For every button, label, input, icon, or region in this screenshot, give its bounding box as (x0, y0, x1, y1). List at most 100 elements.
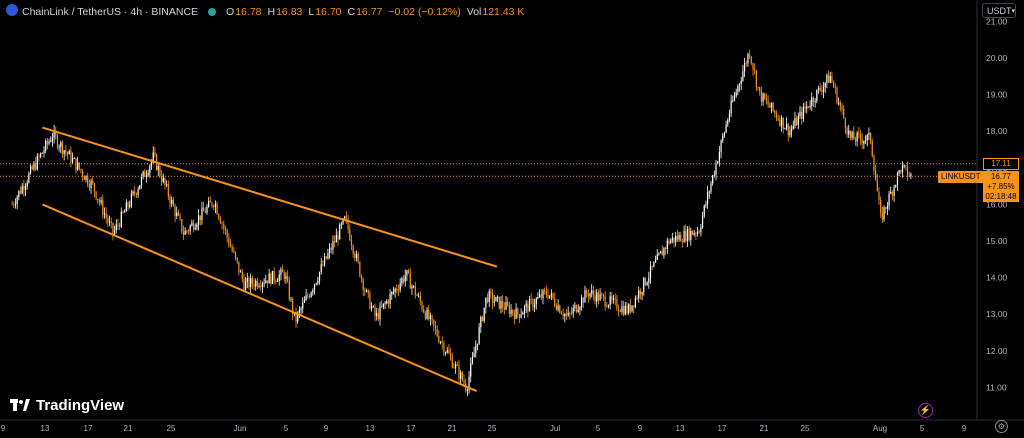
candle-body (152, 152, 154, 161)
candle-body (733, 95, 736, 101)
candle-body (263, 282, 265, 284)
candle-body (256, 280, 258, 287)
candle-body (374, 306, 376, 316)
settings-gear-icon[interactable]: ⚙ (995, 420, 1008, 433)
candle-body (831, 76, 833, 82)
candle-body (767, 100, 769, 106)
candle-body (287, 275, 289, 282)
time-tick-label: 9 (962, 424, 967, 433)
candle-body (107, 217, 109, 223)
candle-body (827, 74, 830, 83)
candle-body (673, 237, 675, 243)
candle-body (386, 300, 388, 304)
candle-body (60, 142, 62, 147)
candle-body (329, 247, 331, 254)
tradingview-logo[interactable]: TradingView (10, 397, 124, 414)
candle-body (604, 296, 606, 307)
candle-body (429, 315, 432, 320)
candle-body (182, 231, 185, 235)
candle-body (119, 225, 121, 228)
candle-body (344, 216, 346, 219)
candle-body (365, 289, 368, 292)
currency-label: USDT (987, 5, 1012, 16)
candle-body (559, 305, 561, 313)
candle-body (587, 293, 589, 297)
candle-body (690, 230, 692, 240)
candle-body (280, 269, 282, 275)
candle-body (270, 273, 272, 284)
candle-body (838, 102, 840, 104)
candle-body (258, 286, 260, 287)
candle-body (623, 306, 625, 315)
candle-body (77, 162, 79, 170)
candle-body (50, 141, 52, 143)
candle-body (713, 174, 715, 176)
candle-body (255, 280, 257, 287)
ohlc-key: L (308, 6, 315, 18)
candle-body (527, 303, 529, 312)
candle-body (203, 207, 205, 212)
candle-body (485, 297, 487, 308)
candle-body (82, 171, 84, 177)
candle-body (666, 240, 668, 250)
time-tick-label: 5 (596, 424, 601, 433)
candle-body (349, 229, 351, 241)
candle-body (574, 305, 576, 309)
candle-body (473, 353, 475, 358)
candle-body (772, 102, 774, 111)
candle-body (869, 132, 872, 142)
candle-body (46, 140, 48, 144)
candle-body (87, 175, 89, 185)
candle-body (402, 278, 405, 282)
candle-body (381, 306, 383, 307)
candle-body (113, 230, 116, 234)
candle-body (14, 204, 17, 205)
change-percent: +7.85% (987, 182, 1015, 191)
trendline[interactable] (42, 126, 498, 268)
candle-body (23, 186, 25, 190)
candle-body (572, 308, 574, 314)
candle-body (288, 281, 290, 300)
candle-body (791, 128, 793, 132)
candle-body (629, 304, 631, 312)
time-tick-label: 9 (324, 424, 329, 433)
trendline[interactable] (42, 203, 478, 392)
candle-body (486, 297, 489, 303)
candle-body (216, 203, 218, 215)
candle-body (661, 251, 663, 256)
candle-body (265, 280, 267, 283)
candle-body (905, 165, 907, 167)
candle-body (213, 206, 215, 208)
candle-body (552, 293, 554, 299)
candle-body (391, 292, 393, 295)
time-tick-label: 13 (41, 424, 50, 433)
candle-body (394, 288, 396, 293)
candle-body (906, 166, 909, 177)
candle-body (313, 284, 316, 291)
candle-body (802, 106, 804, 119)
candle-body (493, 301, 495, 303)
candle-body (550, 293, 552, 296)
candle-body (898, 170, 900, 173)
candle-body (848, 130, 850, 135)
candle-body (612, 298, 615, 300)
time-tick-label: 9 (638, 424, 643, 433)
candle-body (718, 151, 720, 162)
candle-body (460, 372, 462, 379)
currency-selector[interactable]: USDT ▾ (982, 3, 1016, 18)
candle-body (115, 224, 117, 231)
candle-body (668, 240, 670, 244)
symbol-title[interactable]: ChainLink / TetherUS · 4h · BINANCE (22, 6, 199, 18)
candle-body (302, 302, 304, 309)
symbol-logo-icon (6, 4, 18, 16)
candle-body (357, 254, 359, 262)
candle-body (144, 171, 146, 177)
lightning-icon[interactable]: ⚡ (918, 403, 933, 418)
candle-body (819, 87, 821, 91)
candle-body (597, 292, 600, 301)
candle-body (594, 295, 596, 302)
time-tick-label: 5 (284, 424, 289, 433)
candle-body (617, 309, 620, 312)
candle-body (644, 277, 647, 285)
